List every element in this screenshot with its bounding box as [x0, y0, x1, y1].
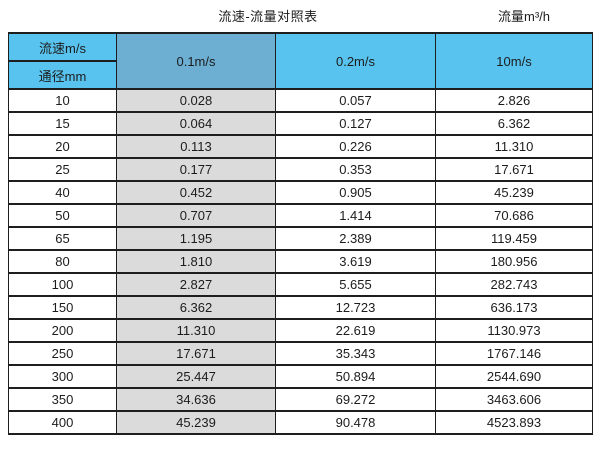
cell-flow-10ms: 11.310	[435, 134, 593, 159]
table-row: 400 45.239 90.478 4523.893	[8, 410, 593, 435]
table-row: 200 11.310 22.619 1130.973	[8, 318, 593, 343]
cell-diameter: 65	[8, 226, 117, 251]
header-diameter: 通径mm	[8, 60, 117, 90]
cell-flow-10ms: 180.956	[435, 249, 593, 274]
cell-flow-0.2ms: 69.272	[275, 387, 436, 412]
cell-diameter: 250	[8, 341, 117, 366]
cell-flow-10ms: 636.173	[435, 295, 593, 320]
cell-flow-0.1ms: 1.810	[116, 249, 276, 274]
cell-flow-10ms: 2544.690	[435, 364, 593, 389]
cell-flow-0.1ms: 2.827	[116, 272, 276, 297]
table-row: 80 1.810 3.619 180.956	[8, 249, 593, 274]
cell-diameter: 400	[8, 410, 117, 435]
header-col-0.1ms: 0.1m/s	[116, 32, 276, 90]
table-row: 25 0.177 0.353 17.671	[8, 157, 593, 182]
cell-flow-0.1ms: 1.195	[116, 226, 276, 251]
cell-flow-10ms: 70.686	[435, 203, 593, 228]
table-row: 20 0.113 0.226 11.310	[8, 134, 593, 159]
cell-flow-0.1ms: 0.707	[116, 203, 276, 228]
page-title: 流速-流量对照表	[218, 9, 318, 24]
table-row: 50 0.707 1.414 70.686	[8, 203, 593, 228]
header-row-bottom: 通径mm	[8, 60, 593, 90]
cell-flow-10ms: 1130.973	[435, 318, 593, 343]
cell-flow-10ms: 119.459	[435, 226, 593, 251]
cell-diameter: 200	[8, 318, 117, 343]
cell-flow-0.1ms: 0.113	[116, 134, 276, 159]
cell-flow-0.1ms: 6.362	[116, 295, 276, 320]
cell-flow-0.2ms: 3.619	[275, 249, 436, 274]
cell-flow-0.2ms: 0.353	[275, 157, 436, 182]
cell-flow-0.1ms: 34.636	[116, 387, 276, 412]
cell-diameter: 80	[8, 249, 117, 274]
cell-diameter: 10	[8, 88, 117, 113]
cell-flow-0.2ms: 2.389	[275, 226, 436, 251]
table-header: 流速m/s 0.1m/s 0.2m/s 10m/s 通径mm	[8, 32, 593, 90]
cell-flow-0.1ms: 17.671	[116, 341, 276, 366]
cell-diameter: 350	[8, 387, 117, 412]
table-body: 10 0.028 0.057 2.826 15 0.064 0.127 6.362 20 0.11…	[8, 88, 593, 435]
header-flow-speed: 流速m/s	[8, 32, 117, 62]
flow-rate-table: 流速m/s 0.1m/s 0.2m/s 10m/s 通径mm 10 0.028 0.…	[8, 32, 593, 435]
cell-flow-10ms: 3463.606	[435, 387, 593, 412]
cell-flow-0.2ms: 5.655	[275, 272, 436, 297]
flow-unit-label: 流量m³/h	[497, 9, 551, 24]
cell-flow-0.2ms: 0.127	[275, 111, 436, 136]
cell-flow-10ms: 282.743	[435, 272, 593, 297]
cell-flow-0.2ms: 12.723	[275, 295, 436, 320]
header-col-10ms: 10m/s	[435, 32, 593, 90]
cell-flow-0.1ms: 0.177	[116, 157, 276, 182]
cell-flow-0.2ms: 22.619	[275, 318, 436, 343]
cell-diameter: 50	[8, 203, 117, 228]
cell-flow-0.1ms: 11.310	[116, 318, 276, 343]
cell-flow-0.2ms: 0.057	[275, 88, 436, 113]
table-row: 100 2.827 5.655 282.743	[8, 272, 593, 297]
cell-flow-0.2ms: 0.905	[275, 180, 436, 205]
table-row: 300 25.447 50.894 2544.690	[8, 364, 593, 389]
cell-flow-10ms: 17.671	[435, 157, 593, 182]
cell-diameter: 40	[8, 180, 117, 205]
cell-flow-10ms: 2.826	[435, 88, 593, 113]
cell-diameter: 100	[8, 272, 117, 297]
cell-flow-0.1ms: 0.064	[116, 111, 276, 136]
cell-diameter: 15	[8, 111, 117, 136]
cell-diameter: 150	[8, 295, 117, 320]
cell-flow-10ms: 6.362	[435, 111, 593, 136]
cell-flow-10ms: 1767.146	[435, 341, 593, 366]
cell-flow-0.2ms: 50.894	[275, 364, 436, 389]
cell-flow-0.2ms: 90.478	[275, 410, 436, 435]
cell-flow-0.1ms: 25.447	[116, 364, 276, 389]
cell-flow-0.2ms: 0.226	[275, 134, 436, 159]
cell-flow-10ms: 45.239	[435, 180, 593, 205]
header-row-top: 流速m/s 0.1m/s 0.2m/s 10m/s	[8, 32, 593, 90]
cell-diameter: 20	[8, 134, 117, 159]
table-row: 65 1.195 2.389 119.459	[8, 226, 593, 251]
cell-flow-0.1ms: 0.452	[116, 180, 276, 205]
title-bar: 流速-流量对照表 流量m³/h	[0, 0, 600, 32]
table-row: 15 0.064 0.127 6.362	[8, 111, 593, 136]
header-col-0.2ms: 0.2m/s	[275, 32, 436, 90]
table-row: 40 0.452 0.905 45.239	[8, 180, 593, 205]
cell-flow-0.2ms: 35.343	[275, 341, 436, 366]
cell-flow-10ms: 4523.893	[435, 410, 593, 435]
table-row: 10 0.028 0.057 2.826	[8, 88, 593, 113]
cell-diameter: 300	[8, 364, 117, 389]
cell-flow-0.1ms: 45.239	[116, 410, 276, 435]
cell-flow-0.1ms: 0.028	[116, 88, 276, 113]
table-row: 350 34.636 69.272 3463.606	[8, 387, 593, 412]
cell-flow-0.2ms: 1.414	[275, 203, 436, 228]
table-row: 250 17.671 35.343 1767.146	[8, 341, 593, 366]
cell-diameter: 25	[8, 157, 117, 182]
table-row: 150 6.362 12.723 636.173	[8, 295, 593, 320]
